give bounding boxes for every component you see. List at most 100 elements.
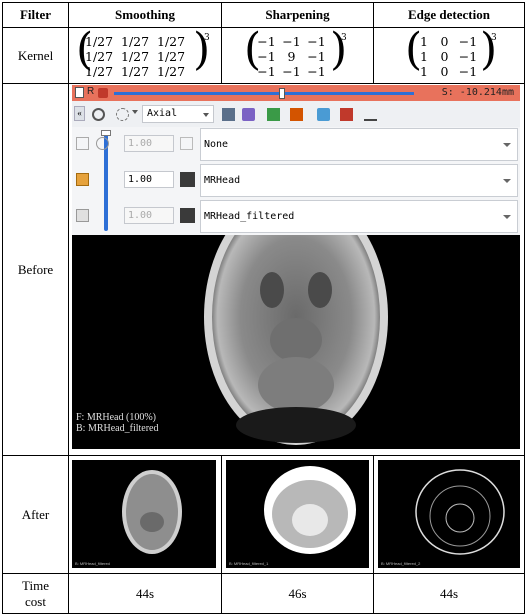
foreground-volume-value: MRHead: [204, 175, 241, 186]
foreground-volume-select[interactable]: MRHead: [200, 164, 518, 197]
link-views-icon[interactable]: [92, 108, 105, 121]
kernel-cell: −1: [458, 49, 478, 64]
background-opacity-spinbox[interactable]: 1.00: [124, 207, 174, 224]
brain-edges-icon: [415, 469, 505, 555]
checker-icon[interactable]: [180, 208, 195, 223]
pin-icon[interactable]: [75, 87, 84, 98]
row-label-kernel: Kernel: [17, 47, 54, 63]
kernel-cell: 9: [287, 49, 296, 64]
slice-viewer[interactable]: R S: -10.214mm « Axial: [72, 85, 520, 449]
kernel-cell: 1: [420, 34, 428, 49]
eye-icon[interactable]: [96, 137, 109, 150]
foreground-opacity-spinbox[interactable]: 1.00: [124, 171, 174, 188]
kernel-cell: −1: [458, 64, 478, 79]
label-layer-row: 1.00 None: [72, 127, 520, 162]
reformat-icon[interactable]: [290, 108, 303, 121]
kernel-cell: 1/27: [85, 34, 114, 49]
kernel-cell: 1/27: [121, 49, 150, 64]
table-rule: [221, 2, 222, 84]
collapse-button[interactable]: «: [74, 106, 85, 121]
orientation-value: Axial: [147, 108, 178, 119]
kernel-cell: 1/27: [157, 49, 186, 64]
kernel-exponent: 3: [341, 33, 347, 43]
crosshair-icon[interactable]: [242, 108, 255, 121]
chevron-down-icon: [503, 215, 511, 219]
kernel-cell: 1/27: [85, 64, 114, 79]
background-volume-select[interactable]: MRHead_filtered: [200, 200, 518, 233]
kernel-exponent: 3: [491, 33, 497, 43]
kernel-cell: −1: [282, 64, 301, 79]
ruler-icon[interactable]: [364, 108, 377, 121]
kernel-cell: 1: [420, 64, 428, 79]
opacity-slider-track[interactable]: [104, 131, 108, 231]
kernel-cell: 1: [420, 49, 428, 64]
left-paren: (: [76, 24, 94, 75]
kernel-cell: 1/27: [121, 64, 150, 79]
right-paren: ): [193, 24, 211, 75]
brain-smoothed-icon: [122, 470, 182, 554]
left-paren: (: [405, 24, 423, 75]
kernel-cell: 0: [440, 34, 449, 49]
kernel-matrix: 1/27 1/27 1/27 1/27 1/27 1/27 1/27 1/27 1/27: [85, 34, 193, 79]
layer-controls: 1.00 None 1.00 MRHead 1.00 MRHead_filter…: [72, 127, 520, 235]
brain-sharpened-icon: [264, 466, 356, 554]
kernel-sharpening: ( −1 −1 −1 −1 9 −1 −1 −1 −1 ) 3: [244, 28, 364, 80]
layer-icon: [76, 137, 89, 150]
table-rule: [524, 2, 525, 614]
slice-letter: R: [87, 86, 95, 97]
after-caption: B: MRHead_filtered_2: [381, 561, 421, 566]
right-paren: ): [330, 24, 348, 75]
chevron-down-icon: [503, 143, 511, 147]
right-paren: ): [480, 24, 498, 75]
kernel-cell: 0: [440, 49, 449, 64]
label-volume-select[interactable]: None: [200, 128, 518, 161]
kernel-matrix: 1 0 −1 1 0 −1 1 0 −1: [414, 34, 481, 79]
slice-offset-value: S: -10.214mm: [441, 87, 514, 98]
table-rule: [2, 2, 525, 3]
after-caption: B: MRHead_filtered_1: [229, 561, 269, 566]
grid-icon[interactable]: [180, 137, 193, 150]
background-icon: [76, 209, 89, 222]
time-sharpening: 46s: [288, 585, 307, 601]
table-rule: [2, 27, 525, 28]
slice-offset-bar[interactable]: R S: -10.214mm: [72, 85, 520, 101]
axes-icon[interactable]: [340, 108, 353, 121]
overlay-background: B: MRHead_filtered: [76, 423, 159, 434]
after-edge-image: B: MRHead_filtered_2: [378, 460, 520, 568]
overlay-foreground: F: MRHead (100%): [76, 412, 156, 423]
brain-slice-image: [204, 189, 388, 445]
layout-icon[interactable]: [222, 108, 235, 121]
fg-bg-icon[interactable]: [267, 108, 280, 121]
table-rule: [2, 2, 3, 614]
slice-offset-slider[interactable]: [279, 88, 285, 99]
visibility-icon[interactable]: [116, 108, 129, 121]
kernel-cell: −1: [307, 34, 326, 49]
kernel-cell: −1: [307, 49, 326, 64]
kernel-cell: 1/27: [85, 49, 114, 64]
background-layer-row: 1.00 MRHead_filtered: [72, 199, 520, 234]
checker-icon[interactable]: [180, 172, 195, 187]
chevron-down-icon: [203, 113, 209, 117]
label-opacity-spinbox[interactable]: 1.00: [124, 135, 174, 152]
table-rule: [2, 83, 525, 84]
kernel-cell: 1/27: [157, 34, 186, 49]
slice-offset-track[interactable]: [114, 92, 414, 95]
table-rule: [221, 455, 222, 614]
after-caption: B: MRHead_filtered: [75, 561, 110, 566]
after-sharpening-image: B: MRHead_filtered_1: [226, 460, 369, 568]
table-rule: [68, 2, 69, 614]
header-filter: Filter: [19, 7, 52, 22]
chevron-down-icon[interactable]: [132, 110, 138, 114]
header-sharpening: Sharpening: [265, 7, 330, 22]
orientation-select[interactable]: Axial: [142, 105, 214, 123]
kernel-cell: 1/27: [121, 34, 150, 49]
time-smoothing: 44s: [135, 585, 155, 601]
background-volume-value: MRHead_filtered: [204, 211, 295, 222]
opacity-slider-handle[interactable]: [101, 130, 111, 136]
chevron-down-icon: [503, 179, 511, 183]
model-icon[interactable]: [317, 108, 330, 121]
time-edge: 44s: [439, 585, 459, 601]
table-rule: [2, 455, 525, 456]
after-smoothing-image: B: MRHead_filtered: [72, 460, 216, 568]
link-icon[interactable]: [98, 88, 108, 98]
